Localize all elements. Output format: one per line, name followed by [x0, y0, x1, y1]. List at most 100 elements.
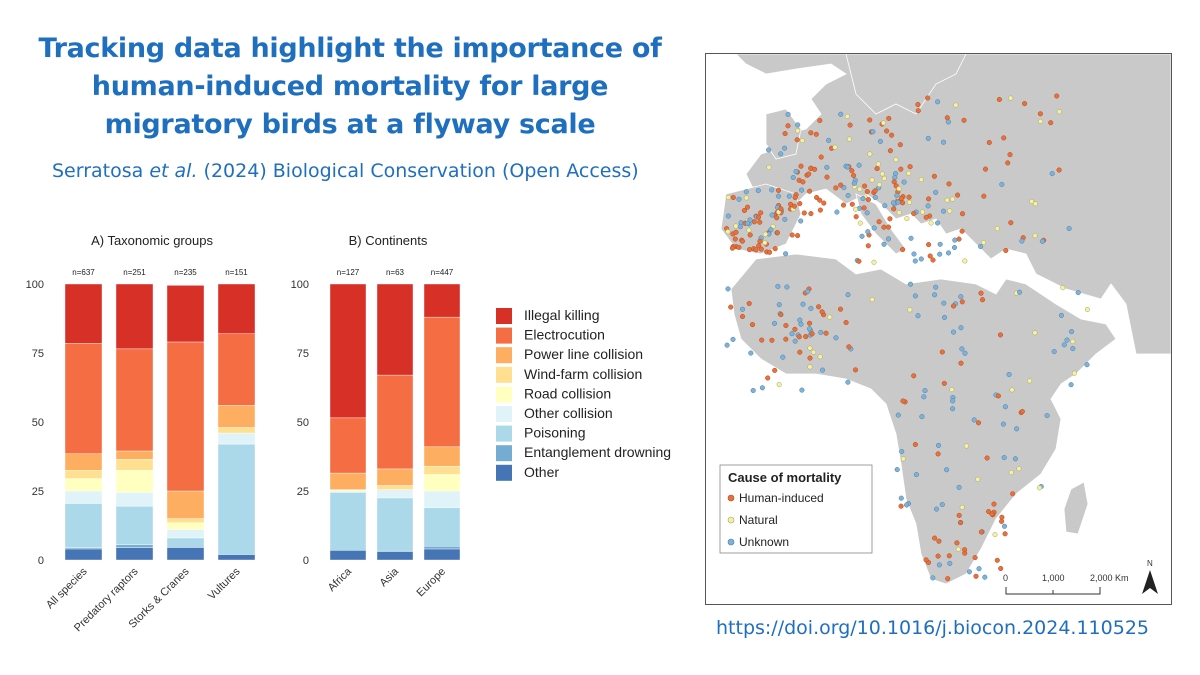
mortality-point	[1048, 120, 1054, 126]
mortality-point	[739, 313, 746, 320]
mortality-point	[1019, 408, 1025, 415]
legend-swatch	[496, 425, 512, 442]
mortality-point	[880, 120, 887, 126]
mortality-point	[783, 251, 789, 257]
mortality-point	[923, 557, 929, 563]
mortality-point	[982, 574, 988, 580]
mortality-point	[899, 448, 905, 455]
mortality-point	[956, 236, 962, 242]
mortality-point	[898, 495, 904, 501]
mortality-point	[984, 455, 990, 461]
doi-link[interactable]: https://doi.org/10.1016/j.biocon.2024.11…	[716, 617, 1150, 639]
land-iberia	[720, 183, 802, 255]
mortality-point	[1019, 238, 1025, 244]
mortality-point	[739, 238, 745, 244]
bar-segment	[329, 550, 367, 561]
scale-label: 2,000 Km	[1090, 573, 1129, 583]
mortality-point	[950, 398, 956, 404]
bar-segment	[166, 341, 205, 492]
mortality-point	[851, 172, 857, 179]
mortality-point	[846, 344, 852, 350]
mortality-point	[743, 189, 749, 195]
mortality-point	[1049, 171, 1055, 177]
n-label: n=251	[123, 268, 146, 277]
mortality-point	[918, 256, 924, 262]
mortality-point	[898, 503, 904, 509]
mortality-point	[876, 182, 882, 188]
bar-segment	[115, 470, 154, 493]
mortality-point	[991, 501, 997, 507]
land-scandinavia	[845, 54, 967, 115]
mortality-point	[867, 151, 873, 157]
bar-segment	[423, 283, 461, 318]
mortality-point	[911, 251, 917, 257]
mortality-point	[865, 229, 871, 235]
mortality-point	[778, 312, 784, 318]
mortality-point	[799, 138, 805, 144]
mortality-point	[1032, 233, 1038, 239]
mortality-point	[772, 246, 778, 252]
x-tick-label: Africa	[326, 565, 355, 594]
mortality-point	[797, 201, 803, 207]
mortality-point	[900, 247, 906, 253]
bar-segment	[423, 465, 461, 475]
mortality-point	[872, 194, 878, 201]
mortality-point	[729, 245, 735, 251]
n-label: n=127	[337, 268, 360, 277]
bar-segment	[376, 468, 414, 486]
mortality-point	[891, 179, 897, 185]
mortality-point	[818, 329, 824, 335]
bar-segment	[329, 283, 367, 419]
legend-dot-natural	[727, 516, 735, 524]
mortality-point	[844, 113, 850, 119]
bar-segment	[64, 548, 103, 561]
bar-segment	[329, 472, 367, 490]
mortality-point	[936, 538, 942, 544]
mortality-point	[800, 179, 806, 185]
bar-segment	[376, 485, 414, 490]
mortality-point	[932, 292, 938, 298]
mortality-point	[1037, 111, 1043, 117]
mortality-point	[728, 304, 734, 310]
mortality-point	[898, 195, 904, 201]
mortality-point	[935, 99, 941, 105]
mortality-point	[771, 320, 778, 326]
mortality-point	[930, 257, 936, 263]
legend-label: Wind-farm collision	[524, 366, 642, 382]
y-tick-label: 100	[291, 279, 309, 291]
mortality-point	[791, 203, 797, 209]
mortality-point	[808, 211, 814, 217]
mortality-point	[944, 467, 950, 473]
mortality-point	[912, 293, 918, 299]
mortality-point	[944, 115, 950, 121]
mortality-point	[794, 137, 800, 143]
mortality-point	[746, 247, 753, 253]
mortality-point	[1008, 95, 1014, 101]
legend-swatch	[496, 445, 512, 462]
mortality-point	[847, 122, 853, 128]
bar-segment	[217, 432, 256, 445]
mortality-point	[881, 175, 887, 181]
mortality-point	[959, 228, 965, 234]
mortality-point	[959, 211, 966, 217]
mortality-point	[785, 123, 791, 129]
mortality-point	[857, 220, 863, 226]
mortality-point	[801, 210, 807, 216]
mortality-point	[925, 135, 931, 141]
mortality-point	[792, 338, 798, 344]
mortality-point	[935, 220, 941, 226]
mortality-point	[896, 186, 902, 192]
mortality-point	[901, 179, 907, 185]
mortality-point	[725, 194, 731, 200]
mortality-point	[933, 189, 939, 195]
mortality-point	[860, 195, 866, 202]
legend-swatch	[496, 327, 512, 344]
mortality-point	[807, 188, 813, 194]
bar-segment	[329, 489, 367, 492]
mortality-point	[792, 326, 798, 332]
mortality-point	[798, 321, 804, 327]
mortality-point	[925, 95, 931, 101]
mortality-point	[1012, 456, 1018, 462]
mortality-point	[857, 186, 863, 192]
mortality-point	[808, 130, 814, 136]
